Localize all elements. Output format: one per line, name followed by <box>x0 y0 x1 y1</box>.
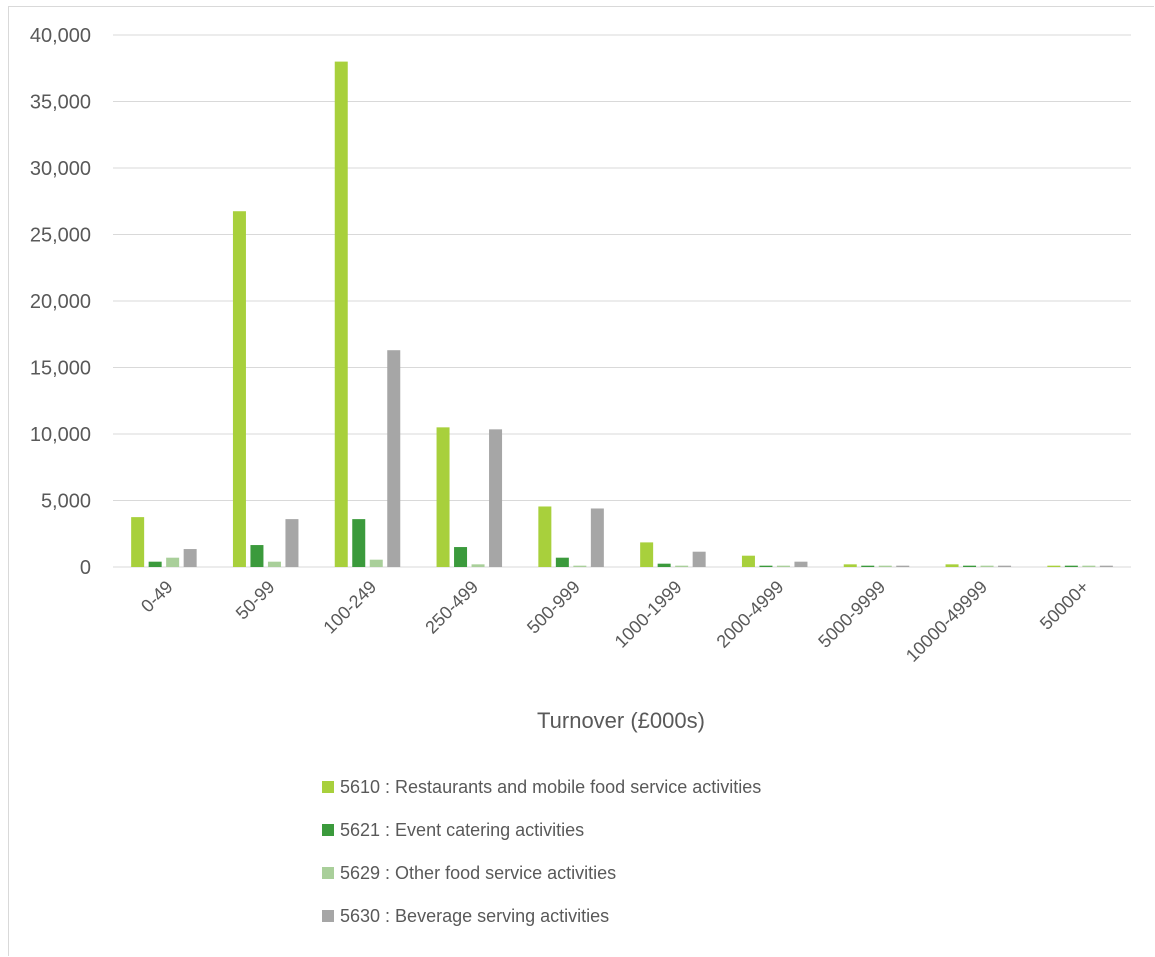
y-tick-label: 30,000 <box>30 158 91 180</box>
legend-swatch <box>322 824 334 836</box>
bar <box>998 565 1012 567</box>
bar <box>657 563 671 567</box>
bars <box>131 61 1113 567</box>
bar <box>183 549 197 567</box>
bar <box>980 565 994 567</box>
chart-frame <box>8 6 1154 956</box>
legend-label: 5629 : Other food service activities <box>340 862 617 883</box>
bar <box>573 565 587 567</box>
legend-swatch <box>322 867 334 879</box>
x-tick-label: 1000-1999 <box>611 577 686 652</box>
bar <box>131 517 145 567</box>
bar <box>489 429 503 567</box>
legend-item: 5610 : Restaurants and mobile food servi… <box>322 776 761 798</box>
x-tick-label: 50-99 <box>232 577 279 624</box>
y-tick-label: 15,000 <box>30 358 91 380</box>
bar-chart: 0 5,000 10,000 15,000 20,000 25,000 30,000 35,0… <box>30 25 1131 733</box>
bar <box>963 565 977 567</box>
legend-label: 5610 : Restaurants and mobile food servi… <box>340 776 762 797</box>
bar <box>250 545 264 567</box>
bar <box>776 565 790 567</box>
y-tick-label: 35,000 <box>30 92 91 114</box>
y-tick-label: 5,000 <box>41 491 91 513</box>
bar <box>861 565 875 567</box>
x-tick-label: 250-499 <box>421 577 482 638</box>
y-axis-tick-labels: 0 5,000 10,000 15,000 20,000 25,000 30,000 35,0… <box>30 25 91 579</box>
x-tick-label: 50000+ <box>1036 577 1093 634</box>
bar <box>166 557 180 567</box>
bar <box>590 508 604 567</box>
y-tick-label: 0 <box>80 557 91 579</box>
bar <box>675 565 689 567</box>
gridlines <box>113 34 1131 568</box>
legend-item: 5621 : Event catering activities <box>322 819 761 841</box>
bar <box>896 565 910 567</box>
bar <box>148 561 162 567</box>
bar <box>741 555 755 567</box>
bar <box>285 519 299 567</box>
bar <box>1064 565 1078 567</box>
bar <box>334 61 348 567</box>
bar <box>471 564 485 567</box>
x-tick-label: 2000-4999 <box>713 577 788 652</box>
bar <box>692 551 706 567</box>
x-axis-label: Turnover (£000s) <box>537 708 705 733</box>
x-tick-label: 100-249 <box>319 577 380 638</box>
bar <box>1082 565 1096 567</box>
legend-swatch <box>322 910 334 922</box>
bar <box>794 561 808 567</box>
bar <box>759 565 773 567</box>
y-tick-label: 20,000 <box>30 291 91 313</box>
bar <box>387 350 401 567</box>
y-tick-label: 40,000 <box>30 25 91 47</box>
legend-swatch <box>322 781 334 793</box>
bar <box>369 559 383 567</box>
bar <box>1047 565 1061 567</box>
legend-label: 5630 : Beverage serving activities <box>340 905 610 926</box>
y-tick-label: 10,000 <box>30 424 91 446</box>
x-axis-tick-labels: 0-49 50-99 100-249 250-499 500-999 1000-1999 2… <box>137 577 1093 666</box>
x-tick-label: 500-999 <box>523 577 584 638</box>
bar <box>232 211 246 567</box>
bar <box>454 547 468 567</box>
legend-item: 5630 : Beverage serving activities <box>322 905 761 927</box>
y-tick-label: 25,000 <box>30 225 91 247</box>
bar <box>1099 565 1113 567</box>
bar <box>843 564 857 567</box>
bar <box>267 561 281 567</box>
x-tick-label: 0-49 <box>137 577 177 617</box>
bar <box>352 519 366 567</box>
bar <box>878 565 892 567</box>
bar <box>436 427 450 567</box>
x-tick-label: 5000-9999 <box>814 577 889 652</box>
legend-label: 5621 : Event catering activities <box>340 819 585 840</box>
bar <box>555 557 569 567</box>
legend-item: 5629 : Other food service activities <box>322 862 761 884</box>
legend: 5610 : Restaurants and mobile food servi… <box>322 776 761 948</box>
x-tick-label: 10000-49999 <box>902 577 991 666</box>
bar <box>945 564 959 567</box>
bar <box>538 506 552 567</box>
bar <box>640 542 654 567</box>
